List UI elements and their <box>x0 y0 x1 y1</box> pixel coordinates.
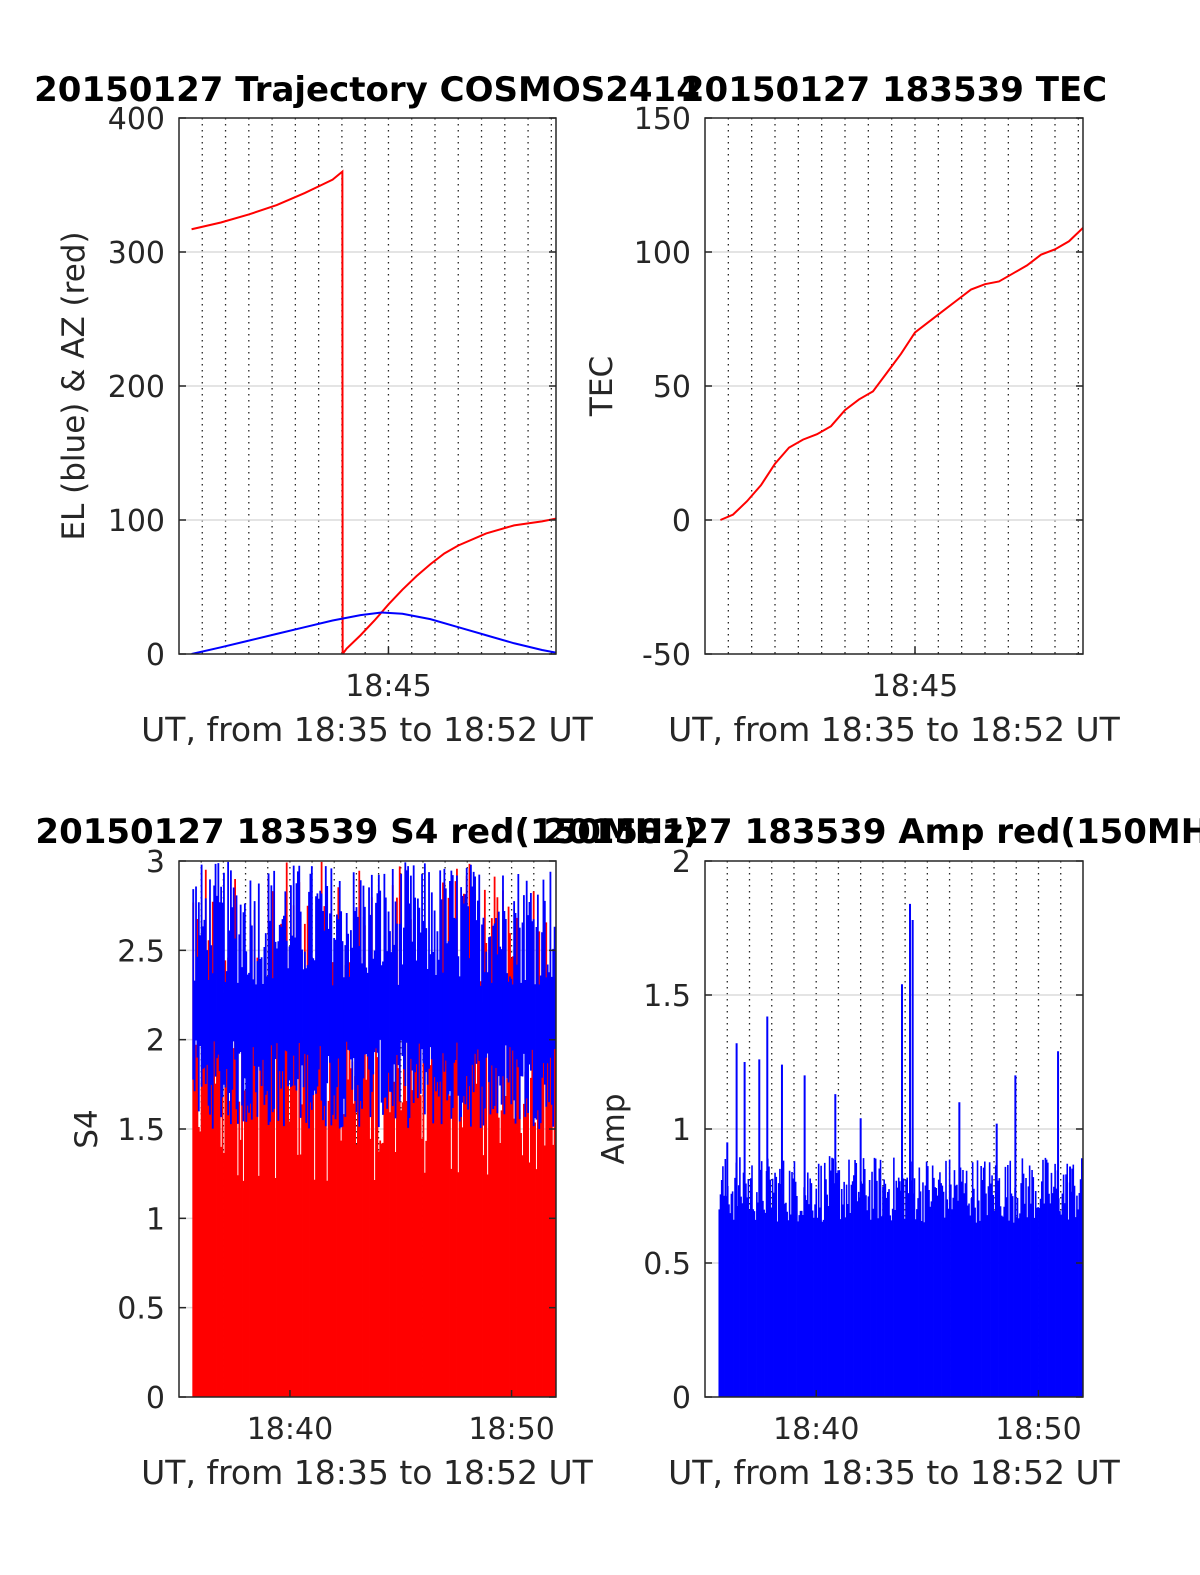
amp-y-tick-label: 1.5 <box>643 979 691 1014</box>
amp-y-tick-label: 0.5 <box>643 1247 691 1282</box>
s4-y-tick-label: 2 <box>146 1024 165 1059</box>
tec-series-line-0 <box>720 227 1083 521</box>
amp-x-tick-label: 18:50 <box>995 1412 1081 1447</box>
amp-y-tick-label: 0 <box>672 1381 691 1416</box>
trajectory-y-axis-label: EL (blue) & AZ (red) <box>56 231 92 540</box>
s4-y-axis-label: S4 <box>69 1109 105 1148</box>
trajectory-y-tick-label: 0 <box>146 638 165 673</box>
s4-series <box>192 861 556 1397</box>
amp-y-tick-label: 1 <box>672 1113 691 1148</box>
trajectory-y-tick-label: 200 <box>108 370 165 405</box>
s4-x-tick-label: 18:50 <box>468 1412 554 1447</box>
tec-x-tick-label: 18:45 <box>872 669 958 704</box>
tec-x-axis-label: UT, from 18:35 to 18:52 UT <box>668 710 1121 749</box>
trajectory-series-line-1 <box>191 611 556 654</box>
tec-grid <box>705 118 1083 654</box>
amp-y-axis-label: Amp <box>596 1093 632 1164</box>
trajectory-panel: 0 100 200 300 400 18:45 20150127 Trajectory C… <box>34 70 700 749</box>
s4-y-tick-label: 1 <box>146 1202 165 1237</box>
amp-x-axis-label: UT, from 18:35 to 18:52 UT <box>668 1453 1121 1492</box>
tec-panel: -50 0 50 100 150 18:45 20150127 183539 TEC TE… <box>584 70 1121 749</box>
tec-series <box>720 227 1083 521</box>
trajectory-y-tick-label: 300 <box>108 236 165 271</box>
s4-panel: 0 0.5 1 1.5 2 2.5 3 18:40 18:50 20150127 183539 … <box>35 812 698 1492</box>
trajectory-y-tick-label: 100 <box>108 504 165 539</box>
trajectory-x-axis-label: UT, from 18:35 to 18:52 UT <box>141 710 594 749</box>
amp-y-tick-label: 2 <box>672 845 691 880</box>
amp-title: 20150127 183539 Amp red(150MHz) <box>543 812 1200 852</box>
s4-y-tick-label: 1.5 <box>117 1113 165 1148</box>
trajectory-series-line-0 <box>191 169 556 654</box>
tec-y-axis-label: TEC <box>584 356 620 417</box>
s4-y-tick-label: 2.5 <box>117 934 165 969</box>
amp-series <box>718 903 1083 1397</box>
tec-y-tick-label: 50 <box>653 370 691 405</box>
trajectory-y-tick-label: 400 <box>108 102 165 137</box>
amp-ticks: 0 0.5 1 1.5 2 18:40 18:50 <box>643 845 1083 1447</box>
s4-x-tick-label: 18:40 <box>247 1412 333 1447</box>
trajectory-series <box>191 169 556 654</box>
s4-y-tick-label: 0 <box>146 1381 165 1416</box>
s4-title: 20150127 183539 S4 red(150MHz) <box>35 812 698 852</box>
s4-y-tick-label: 0.5 <box>117 1292 165 1327</box>
trajectory-ticks: 0 100 200 300 400 18:45 <box>108 102 556 704</box>
amp-panel: 0 0.5 1 1.5 2 18:40 18:50 20150127 183539 Amp … <box>543 812 1200 1492</box>
tec-y-tick-label: 0 <box>672 504 691 539</box>
s4-x-axis-label: UT, from 18:35 to 18:52 UT <box>141 1453 594 1492</box>
trajectory-grid <box>179 118 556 654</box>
tec-y-tick-label: 100 <box>634 236 691 271</box>
trajectory-x-tick-label: 18:45 <box>345 669 431 704</box>
tec-title: 20150127 183539 TEC <box>681 70 1107 110</box>
tec-ticks: -50 0 50 100 150 18:45 <box>634 102 1083 704</box>
tec-y-tick-label: 150 <box>634 102 691 137</box>
s4-ticks: 0 0.5 1 1.5 2 2.5 3 18:40 18:50 <box>117 845 556 1447</box>
s4-y-tick-label: 3 <box>146 845 165 880</box>
amp-x-tick-label: 18:40 <box>773 1412 859 1447</box>
trajectory-title: 20150127 Trajectory COSMOS2414 <box>34 70 700 110</box>
tec-y-tick-label: -50 <box>642 638 691 673</box>
